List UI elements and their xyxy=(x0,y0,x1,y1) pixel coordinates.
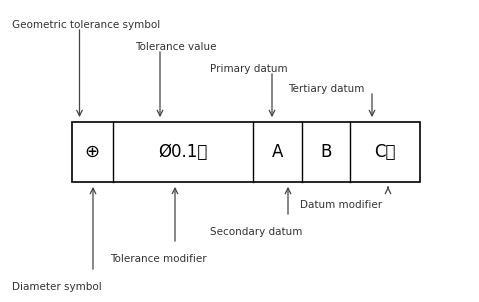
Text: Geometric tolerance symbol: Geometric tolerance symbol xyxy=(12,20,160,30)
Text: Tertiary datum: Tertiary datum xyxy=(288,84,365,94)
Text: Diameter symbol: Diameter symbol xyxy=(12,282,102,292)
Text: CⓂ: CⓂ xyxy=(374,143,396,161)
Text: ⊕: ⊕ xyxy=(85,143,100,161)
Bar xyxy=(72,122,420,182)
Text: Tolerance modifier: Tolerance modifier xyxy=(110,254,206,264)
Text: Tolerance value: Tolerance value xyxy=(135,42,217,52)
Text: Ø0.1Ⓜ: Ø0.1Ⓜ xyxy=(159,143,208,161)
Text: Secondary datum: Secondary datum xyxy=(210,227,302,237)
Text: Datum modifier: Datum modifier xyxy=(300,200,382,210)
Text: A: A xyxy=(272,143,283,161)
Text: Primary datum: Primary datum xyxy=(210,64,287,74)
Text: B: B xyxy=(320,143,331,161)
